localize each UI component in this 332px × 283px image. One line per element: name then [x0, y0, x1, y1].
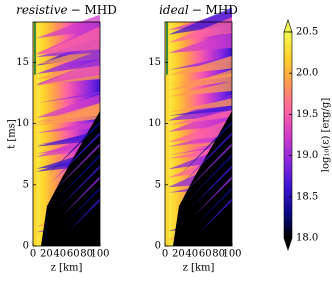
- heatmap-streak: [200, 198, 232, 232]
- heatmap-streak: [185, 143, 232, 192]
- heatmap-streak: [36, 14, 100, 39]
- x-tick-label: 100: [222, 249, 241, 260]
- heatmap-streak: [168, 98, 232, 113]
- heatmap-streak: [36, 102, 100, 122]
- chart-title: ideal − MHD: [159, 3, 238, 17]
- colorbar-tick-label: 19.5: [296, 109, 318, 120]
- heatmap-streak: [188, 154, 232, 200]
- y-tick-label: 0: [155, 241, 161, 252]
- heatmap-streak: [191, 165, 232, 208]
- x-axis-label: z [km]: [51, 263, 83, 274]
- x-tick-label: 60: [199, 249, 212, 260]
- colorbar-extend-top: [283, 19, 293, 33]
- heatmap-streak: [36, 120, 100, 133]
- heatmap-streak: [168, 7, 232, 35]
- colorbar-label: log₁₀(ε) [erg/g]: [321, 98, 332, 173]
- heatmap-streak: [168, 17, 232, 43]
- x-tick-label: 80: [212, 249, 225, 260]
- colorbar-tick-label: 18.0: [296, 233, 318, 244]
- x-axis-label: z [km]: [183, 263, 215, 274]
- heatmap-core: [165, 22, 169, 246]
- heatmap-streak: [36, 91, 100, 104]
- x-tick-label: 100: [90, 249, 109, 260]
- colorbar-tick-label: 20.0: [296, 68, 318, 79]
- y-tick-label: 10: [16, 118, 29, 129]
- heatmap-streak: [36, 74, 100, 86]
- y-tick-label: 15: [16, 57, 29, 68]
- heatmap-dark: [173, 111, 232, 246]
- title-italic: resistive: [16, 3, 68, 17]
- title-italic: ideal: [159, 3, 189, 17]
- plot-frame: [164, 21, 233, 247]
- x-tick-label: 80: [80, 249, 93, 260]
- x-tick-label: 40: [185, 249, 198, 260]
- y-tick-label: 5: [155, 179, 161, 190]
- y-tick-label: 10: [148, 118, 161, 129]
- title-rest: − MHD: [71, 3, 117, 17]
- heatmap-streak: [50, 132, 100, 184]
- heatmap-streak: [168, 55, 232, 76]
- heatmap-streak: [36, 103, 100, 126]
- heatmap-streak: [194, 176, 232, 216]
- heatmap-streak: [53, 143, 100, 192]
- heatmap-streak: [59, 165, 100, 208]
- heatmap-streak: [168, 118, 232, 143]
- heatmap-streak: [56, 154, 100, 200]
- heatmap-streak: [36, 130, 100, 147]
- heatmap-streak: [168, 81, 232, 97]
- heatmap-streak: [36, 26, 100, 55]
- heatmap-streak: [68, 198, 100, 232]
- heatmap-streak: [62, 176, 100, 216]
- heatmap-streak: [36, 50, 100, 75]
- heatmap-core: [33, 22, 37, 246]
- colorbar-tick-label: 19.0: [296, 150, 318, 161]
- heatmap-streak: [168, 55, 232, 70]
- heatmap-streak: [168, 105, 232, 116]
- colorbar: [283, 31, 293, 239]
- x-tick-label: 0: [162, 249, 168, 260]
- colorbar-tick-label: 18.5: [296, 191, 318, 202]
- x-tick-label: 60: [67, 249, 80, 260]
- y-axis-label: t [ms]: [7, 119, 18, 149]
- heatmap-streak: [197, 187, 232, 224]
- x-tick-label: 20: [40, 249, 53, 260]
- chart-title: resistive − MHD: [16, 3, 117, 17]
- heatmap-streak: [182, 132, 232, 184]
- heatmap-dark: [41, 111, 100, 246]
- y-tick-label: 5: [23, 179, 29, 190]
- heatmap-streak: [47, 121, 100, 176]
- y-tick-label: 0: [23, 241, 29, 252]
- colorbar-extend-bottom: [283, 237, 293, 251]
- x-tick-label: 40: [53, 249, 66, 260]
- heatmap-streak: [36, 131, 100, 146]
- x-tick-label: 0: [30, 249, 36, 260]
- heatmap-streak: [168, 110, 232, 126]
- x-tick-label: 20: [172, 249, 185, 260]
- title-rest: − MHD: [192, 3, 238, 17]
- plot-frame: [32, 21, 101, 247]
- heatmap-streak: [168, 73, 232, 85]
- heatmap-streak: [65, 187, 100, 224]
- heatmap-streak: [168, 31, 232, 54]
- colorbar-tick-label: 20.5: [296, 27, 318, 38]
- y-tick-label: 15: [148, 57, 161, 68]
- heatmap-streak: [179, 121, 232, 176]
